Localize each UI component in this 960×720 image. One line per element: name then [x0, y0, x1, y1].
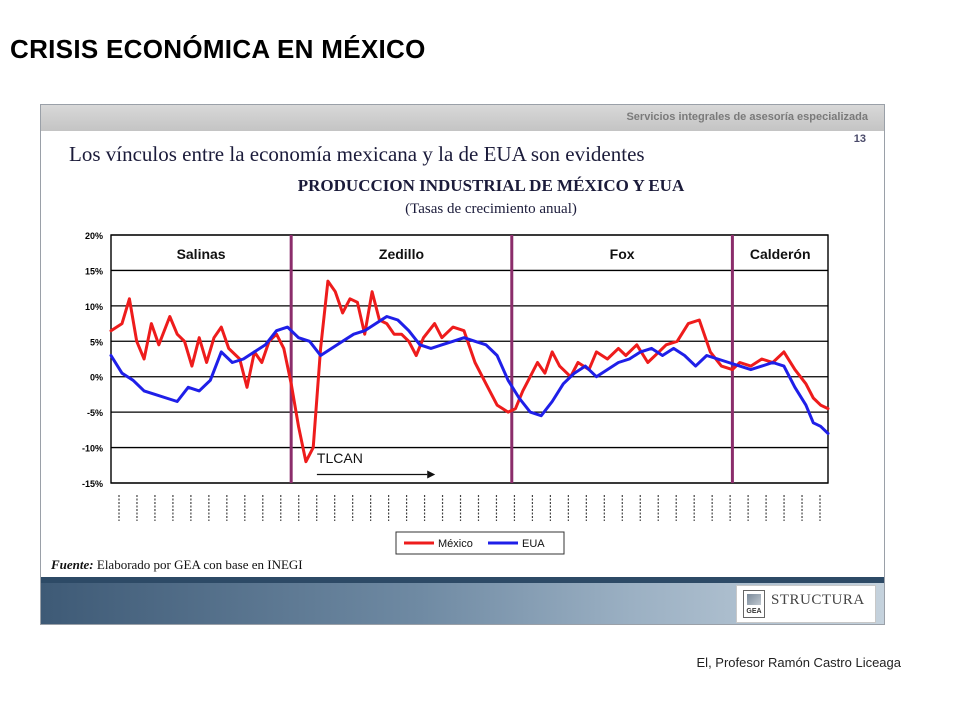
source-label: Fuente:	[51, 557, 94, 572]
tlcan-arrow-head	[427, 470, 436, 479]
period-label: Calderón	[750, 246, 811, 262]
production-chart: PRODUCCION INDUSTRIAL DE MÉXICO Y EUA (T…	[82, 176, 830, 555]
slide-header-bar: Servicios integrales de asesoría especia…	[41, 105, 884, 131]
period-label: Salinas	[177, 246, 226, 262]
slide-header-text: Servicios integrales de asesoría especia…	[626, 111, 868, 123]
source-note: Fuente: Elaborado por GEA con base en IN…	[51, 557, 303, 573]
period-label: Zedillo	[379, 246, 424, 262]
y-tick-label: 10%	[85, 302, 103, 312]
author-credit: El, Profesor Ramón Castro Liceaga	[696, 655, 901, 670]
y-tick-label: -10%	[82, 444, 103, 454]
series-line-mexico	[109, 279, 830, 464]
y-tick-label: -5%	[87, 408, 103, 418]
y-tick-label: 0%	[90, 373, 103, 383]
y-tick-label: 15%	[85, 266, 103, 276]
chart-title: PRODUCCION INDUSTRIAL DE MÉXICO Y EUA	[298, 176, 685, 195]
slide-frame: Servicios integrales de asesoría especia…	[40, 104, 885, 625]
period-label: Fox	[610, 246, 635, 262]
gea-logo: GEA	[743, 590, 765, 618]
y-tick-label: 20%	[85, 231, 103, 241]
tlcan-annotation: TLCAN	[317, 450, 363, 466]
y-tick-label: 5%	[90, 337, 103, 347]
structura-logo: STRUCTURA	[771, 592, 865, 608]
series-line-eua	[109, 315, 830, 435]
source-text: Elaborado por GEA con base en INEGI	[96, 557, 303, 572]
page-title: CRISIS ECONÓMICA EN MÉXICO	[10, 34, 426, 64]
slide-heading: Los vínculos entre la economía mexicana …	[69, 142, 645, 166]
slide-number: 13	[853, 133, 866, 145]
legend-label: México	[438, 538, 473, 550]
y-tick-label: -15%	[82, 479, 103, 489]
chart-subtitle: (Tasas de crecimiento anual)	[405, 201, 577, 217]
company-logo: GEA STRUCTURA	[736, 585, 876, 623]
legend-box	[395, 531, 565, 555]
legend-label: EUA	[522, 538, 545, 550]
